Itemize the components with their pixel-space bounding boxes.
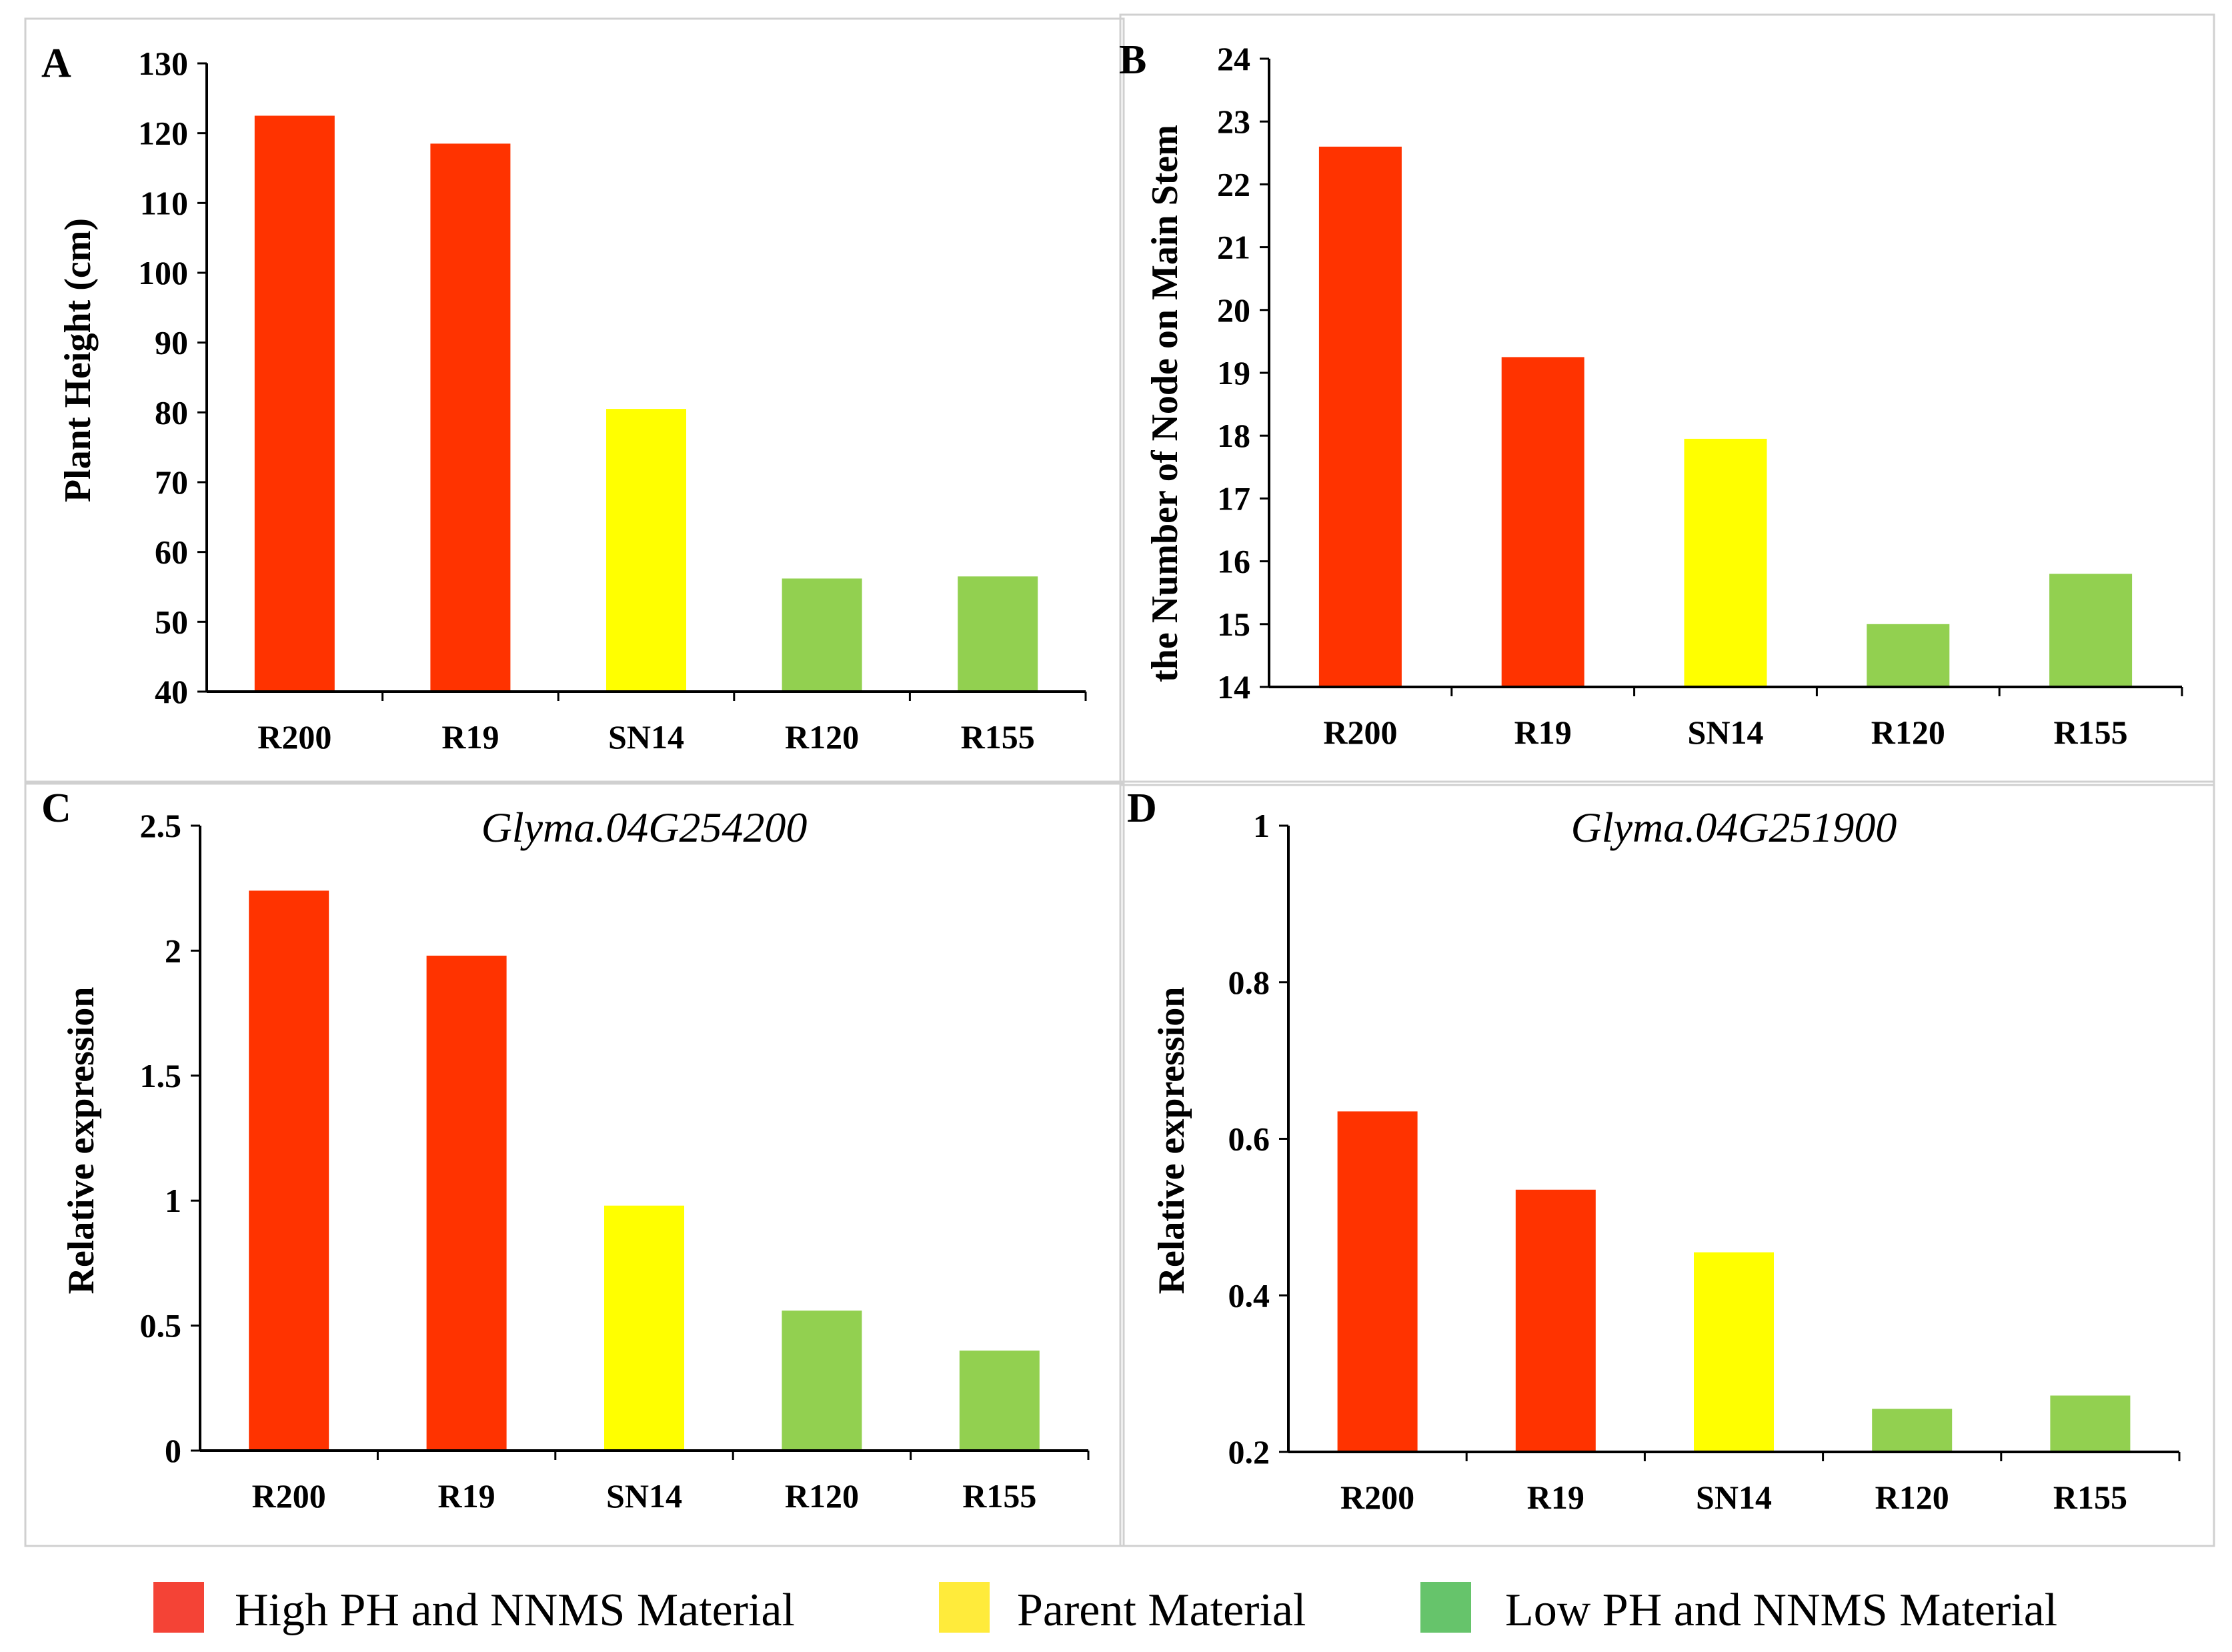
panel-c-bar-r200 xyxy=(249,890,329,1451)
chart-plant-height: R200 R19 SN14 R120 R155 40 50 60 70 80 90 100 110 120… xyxy=(57,45,1087,756)
panel-a-frame xyxy=(24,17,1125,785)
panel-c-y-tick-label: 2 xyxy=(165,932,181,969)
panel-d-letter: D xyxy=(1127,786,1157,831)
panel-c-title: Glyma.04G254200 xyxy=(481,804,808,851)
panel-b-x-label-r120: R120 xyxy=(1871,714,1945,751)
panel-d-x-label-r120: R120 xyxy=(1875,1479,1949,1516)
panel-c-y-axis-label: Relative expression xyxy=(61,987,102,1295)
panel-b-y-axis-label: the Number of Node on Main Stem xyxy=(1144,125,1186,682)
panel-c-x-label-r155: R155 xyxy=(962,1477,1036,1515)
panel-b-x-label-sn14: SN14 xyxy=(1688,714,1764,751)
panel-a-x-label-r19: R19 xyxy=(441,718,499,756)
panel-d-x-label-r19: R19 xyxy=(1527,1479,1584,1516)
panel-d-x-label-r200: R200 xyxy=(1340,1479,1414,1516)
panel-a-y-tick-label: 90 xyxy=(155,324,188,361)
panel-a-x-label-r200: R200 xyxy=(257,718,331,756)
panel-b-y-tick-label: 20 xyxy=(1217,291,1250,329)
chart-node-number: R200 R19 SN14 R120 R155 14 15 16 17 18 19 20 21 22 23 2… xyxy=(1144,40,2183,751)
panel-b-letter: B xyxy=(1119,37,1146,83)
panel-b-y-tick-label: 17 xyxy=(1217,480,1250,517)
panel-d-y-tick-label: 0.6 xyxy=(1228,1120,1270,1158)
panel-c-y-tick-label: 0 xyxy=(165,1432,181,1469)
panel-b-y-tick-label: 23 xyxy=(1217,103,1250,140)
panel-d-bar-r19 xyxy=(1515,1189,1596,1452)
panel-d-x-label-sn14: SN14 xyxy=(1696,1479,1772,1516)
panel-d-frame xyxy=(1119,780,2215,1547)
legend-label-low: Low PH and NNMS Material xyxy=(1505,1585,2057,1636)
panel-c-letter: C xyxy=(41,786,71,831)
panel-c-y-tick-label: 1.5 xyxy=(140,1057,182,1094)
panel-d-x-label-r155: R155 xyxy=(2053,1479,2127,1516)
panel-c-bar-sn14 xyxy=(604,1205,684,1451)
panel-c-x-label-r120: R120 xyxy=(785,1477,859,1515)
panel-a-bar-r19 xyxy=(430,143,511,692)
panel-d-y-tick-label: 1 xyxy=(1253,807,1270,844)
panel-d-bar-sn14 xyxy=(1694,1252,1774,1452)
legend-swatch-low xyxy=(1420,1582,1471,1633)
panel-b-y-tick-label: 16 xyxy=(1217,543,1250,580)
panel-a-y-tick-label: 100 xyxy=(138,254,188,291)
panel-d-y-tick-label: 0.2 xyxy=(1228,1433,1270,1471)
panel-b-y-tick-label: 22 xyxy=(1217,165,1250,203)
legend-swatch-high xyxy=(153,1582,204,1633)
panel-b-bar-r120 xyxy=(1867,624,1950,687)
panel-c-bar-r120 xyxy=(782,1311,862,1451)
panel-a-x-label-r120: R120 xyxy=(785,718,859,756)
panel-b-bar-r200 xyxy=(1318,146,1402,687)
panel-a-y-tick-label: 50 xyxy=(155,603,188,640)
panel-b-y-tick-label: 19 xyxy=(1217,354,1250,391)
legend: High PH and NNMS Material Parent Materia… xyxy=(153,1582,2057,1636)
panel-c-bar-r155 xyxy=(959,1351,1040,1451)
panel-a-y-tick-label: 80 xyxy=(155,393,188,431)
panel-a-x-label-r155: R155 xyxy=(961,718,1035,756)
panel-d-y-axis-label: Relative expression xyxy=(1151,987,1192,1295)
panel-b-x-label-r155: R155 xyxy=(2054,714,2128,751)
panel-b-y-tick-label: 24 xyxy=(1217,40,1250,77)
panel-a-y-tick-label: 60 xyxy=(155,534,188,571)
panel-a-y-axis-label: Plant Height (cm) xyxy=(57,218,99,502)
panel-b-y-tick-label: 21 xyxy=(1217,229,1250,266)
panel-a-letter: A xyxy=(41,41,71,86)
panel-c-y-tick-label: 2.5 xyxy=(140,807,182,844)
panel-c-x-label-r19: R19 xyxy=(438,1477,495,1515)
panel-a-bar-sn14 xyxy=(606,409,686,692)
legend-swatch-parent xyxy=(939,1582,990,1633)
panel-d-bar-r155 xyxy=(2050,1395,2131,1452)
panel-c-frame xyxy=(24,780,1125,1547)
panel-a-bar-r200 xyxy=(254,115,335,692)
panel-a-bar-r120 xyxy=(782,578,862,692)
panel-c-y-tick-label: 1 xyxy=(165,1182,181,1219)
panel-c-y-tick-label: 0.5 xyxy=(140,1307,182,1345)
panel-b-y-tick-label: 14 xyxy=(1217,668,1250,706)
panel-b-bar-r155 xyxy=(2049,574,2133,687)
chart-glyma-04g254200: R200 R19 SN14 R120 R155 0 0.5 1 1.5 2 2.5 Relative … xyxy=(61,804,1090,1515)
panel-d-title: Glyma.04G251900 xyxy=(1571,804,1897,851)
panel-b-y-tick-label: 15 xyxy=(1217,606,1250,643)
panel-a-y-tick-label: 40 xyxy=(155,673,188,710)
panel-a-y-tick-label: 110 xyxy=(140,184,188,221)
panel-c-x-label-sn14: SN14 xyxy=(606,1477,682,1515)
panel-b-frame xyxy=(1119,13,2215,786)
panel-a-y-tick-label: 70 xyxy=(155,464,188,501)
legend-label-high: High PH and NNMS Material xyxy=(235,1585,795,1636)
panel-a-x-label-sn14: SN14 xyxy=(608,718,684,756)
panel-a-bar-r155 xyxy=(958,576,1038,692)
panel-b-bar-sn14 xyxy=(1684,438,1767,687)
legend-label-parent: Parent Material xyxy=(1017,1585,1306,1636)
panel-b-bar-r19 xyxy=(1501,357,1584,687)
panel-d-bar-r200 xyxy=(1337,1111,1418,1452)
panel-b-x-label-r19: R19 xyxy=(1514,714,1572,751)
panel-a-y-tick-label: 130 xyxy=(138,45,188,82)
panel-a-y-tick-label: 120 xyxy=(138,115,188,152)
panel-c-bar-r19 xyxy=(426,955,507,1451)
panel-d-y-tick-label: 0.8 xyxy=(1228,964,1270,1001)
panel-b-y-tick-label: 18 xyxy=(1217,417,1250,454)
chart-glyma-04g251900: R200 R19 SN14 R120 R155 0.2 0.4 0.6 0.8 1 Relative… xyxy=(1151,804,2181,1516)
panel-d-y-tick-label: 0.4 xyxy=(1228,1277,1270,1314)
panel-b-x-label-r200: R200 xyxy=(1323,714,1397,751)
panel-d-bar-r120 xyxy=(1872,1409,1953,1452)
panel-c-x-label-r200: R200 xyxy=(252,1477,326,1515)
